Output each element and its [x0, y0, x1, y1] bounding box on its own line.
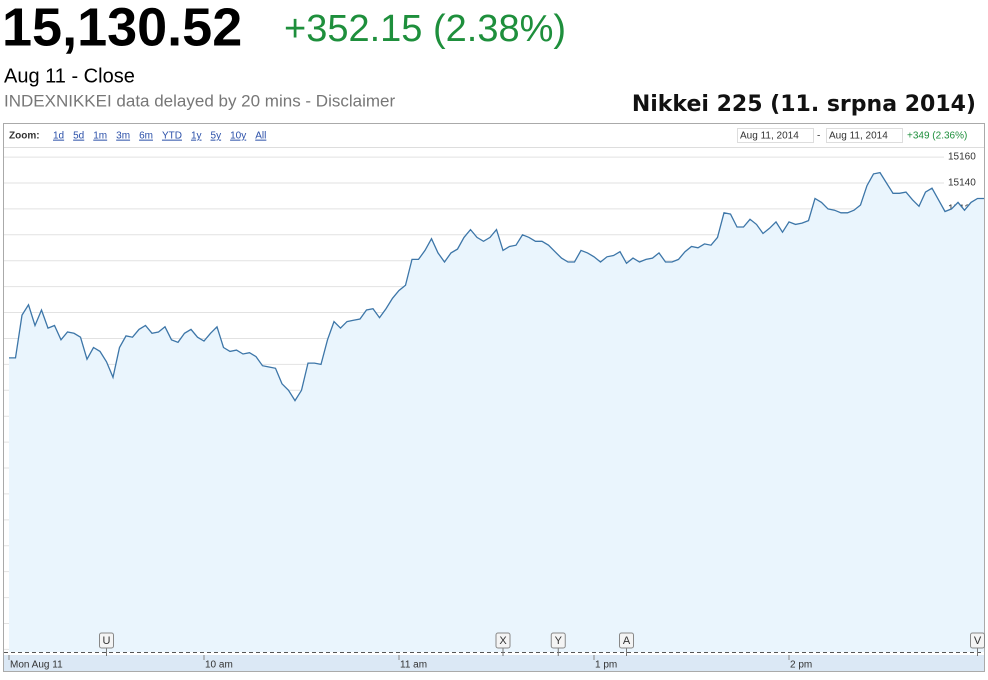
flag[interactable]: [99, 632, 114, 649]
flag[interactable]: [970, 632, 985, 649]
zoom-option[interactable]: 6m: [139, 131, 153, 142]
x-tick-label: 11 am: [400, 660, 427, 671]
range-separator: -: [817, 131, 820, 142]
zoom-option[interactable]: 5y: [211, 131, 222, 142]
area-fill: [9, 172, 984, 652]
flag-label: X: [499, 635, 507, 647]
zoom-option[interactable]: 5d: [73, 131, 84, 142]
range-change: +349 (2.36%): [907, 131, 967, 142]
price-line: [9, 171, 984, 402]
zoom-option[interactable]: 3m: [116, 131, 130, 142]
zoom-option[interactable]: 10y: [230, 131, 246, 142]
flag[interactable]: [495, 632, 511, 649]
zoom-option[interactable]: YTD: [162, 131, 182, 142]
x-tick-label: 1 pm: [595, 660, 617, 671]
x-tick-label: Mon Aug 11: [10, 660, 63, 671]
zoom-option[interactable]: 1d: [53, 131, 64, 142]
flag-label: U: [103, 635, 111, 647]
x-tick-label: 10 am: [205, 660, 233, 671]
flag[interactable]: [550, 632, 566, 649]
range-end[interactable]: Aug 11, 2014: [829, 131, 888, 142]
flag-label: V: [974, 635, 982, 647]
zoom-option[interactable]: 1y: [191, 131, 202, 142]
flag-label: Y: [555, 635, 563, 647]
x-tick-label: 2 pm: [790, 660, 812, 671]
chart-title: Nikkei 225 (11. srpna 2014): [632, 92, 976, 117]
zoom-option[interactable]: 1m: [93, 131, 107, 142]
price: 15,130.52: [2, 0, 242, 57]
zoom-option[interactable]: All: [255, 131, 266, 142]
flag-label: A: [623, 635, 631, 647]
range-start[interactable]: Aug 11, 2014: [740, 131, 799, 142]
range-box: [826, 128, 903, 143]
y-tick-label: 15140: [948, 178, 976, 189]
zoom-label: Zoom:: [9, 131, 40, 142]
price-change: +352.15 (2.38%): [284, 8, 566, 50]
x-axis-strip: [4, 655, 984, 671]
range-box: [737, 128, 814, 143]
delay-note: INDEXNIKKEI data delayed by 20 mins - Di…: [4, 91, 395, 110]
y-tick-label: 15160: [948, 152, 976, 163]
zoom-options: 1d 5d 1m 3m 6m YTD 1y 5y 10y All: [53, 131, 266, 142]
flag[interactable]: [619, 632, 634, 649]
status: Aug 11 - Close: [4, 65, 135, 87]
